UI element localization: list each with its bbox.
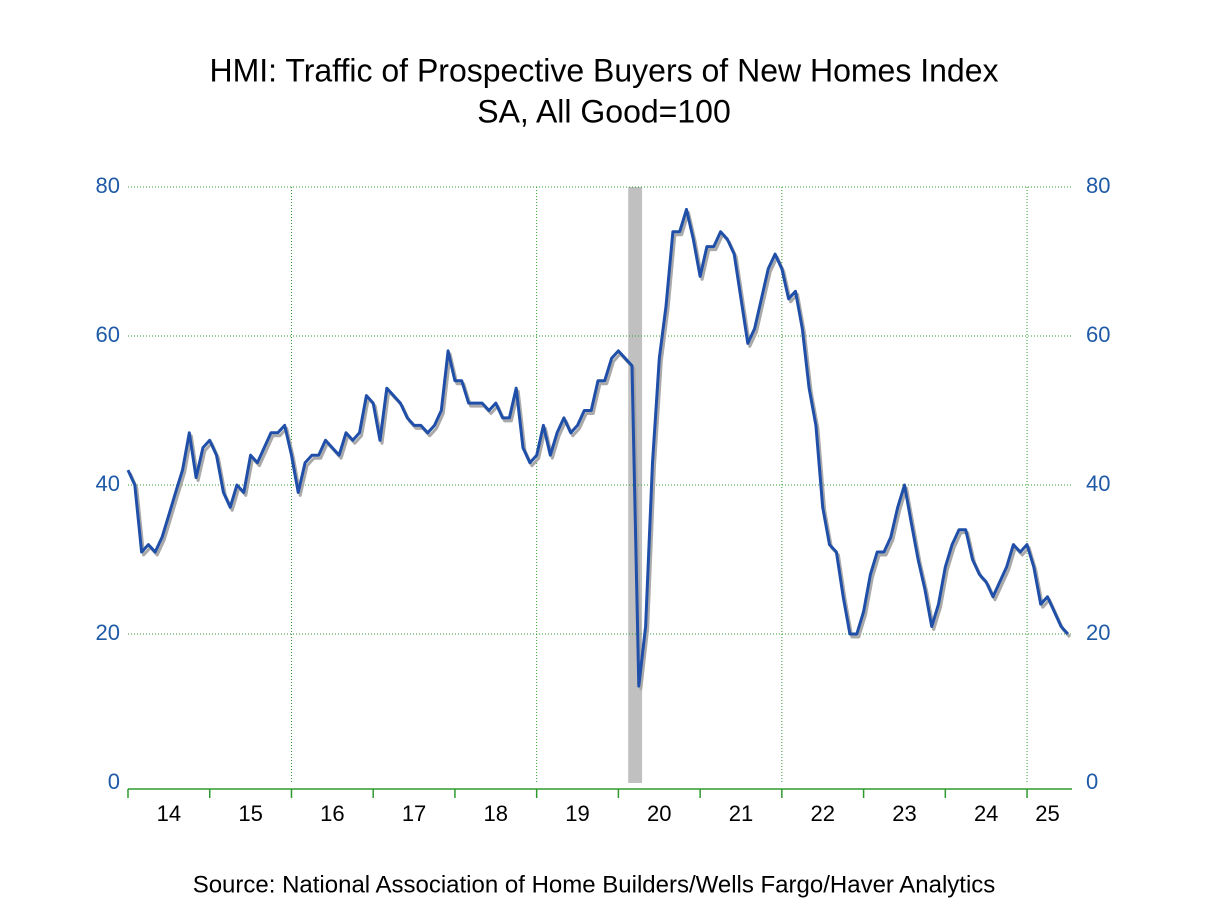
x-tick-label: 21 (729, 801, 753, 826)
x-tick-label: 25 (1035, 801, 1059, 826)
y-tick-label: 0 (108, 769, 120, 794)
line (126, 207, 1070, 688)
y-tick-label: 20 (96, 620, 120, 645)
x-tick-label: 22 (810, 801, 834, 826)
x-tick-label: 23 (892, 801, 916, 826)
y2-tick-label: 80 (1086, 173, 1110, 198)
y2-tick-label: 0 (1086, 769, 1098, 794)
y2-tick-label: 20 (1086, 620, 1110, 645)
x-tick-label: 19 (565, 801, 589, 826)
y-tick-label: 40 (96, 471, 120, 496)
y-tick-label: 60 (96, 322, 120, 347)
chart-subtitle: SA, All Good=100 (477, 93, 731, 129)
x-tick-label: 15 (238, 801, 262, 826)
x-tick-label: 16 (320, 801, 344, 826)
x-tick-label: 14 (157, 801, 181, 826)
x-tick-label: 20 (647, 801, 671, 826)
y2-tick-label: 40 (1086, 471, 1110, 496)
y-tick-label: 80 (96, 173, 120, 198)
source-note: Source: National Association of Home Bui… (193, 871, 996, 898)
chart-title: HMI: Traffic of Prospective Buyers of Ne… (209, 52, 998, 88)
y2-tick-label: 60 (1086, 322, 1110, 347)
x-tick-label: 17 (402, 801, 426, 826)
x-tick-label: 24 (974, 801, 998, 826)
x-tick-label: 18 (484, 801, 508, 826)
